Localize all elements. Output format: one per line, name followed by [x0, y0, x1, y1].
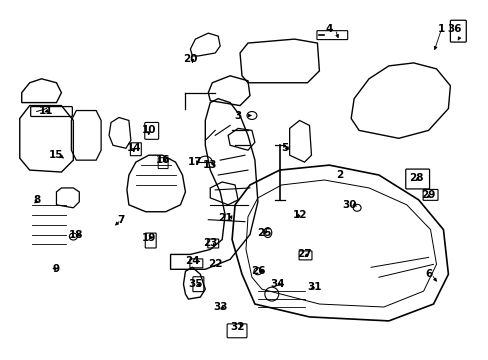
- Text: 32: 32: [230, 322, 245, 332]
- Text: 9: 9: [53, 264, 60, 274]
- Text: 16: 16: [155, 155, 169, 165]
- Text: 11: 11: [39, 105, 54, 116]
- Text: 36: 36: [446, 24, 461, 34]
- Text: 27: 27: [297, 249, 311, 260]
- Text: 29: 29: [421, 190, 435, 200]
- Text: 34: 34: [270, 279, 285, 289]
- Text: 23: 23: [203, 238, 217, 248]
- Text: 28: 28: [408, 173, 423, 183]
- Text: 7: 7: [117, 215, 124, 225]
- Text: 24: 24: [185, 256, 199, 266]
- Text: 5: 5: [281, 143, 288, 153]
- Text: 6: 6: [424, 269, 431, 279]
- Text: 33: 33: [212, 302, 227, 312]
- Text: 2: 2: [335, 170, 342, 180]
- Text: 31: 31: [306, 282, 321, 292]
- Text: 26: 26: [250, 266, 264, 276]
- Text: 14: 14: [126, 143, 141, 153]
- Text: 20: 20: [183, 54, 197, 64]
- Text: 15: 15: [49, 150, 63, 160]
- Text: 25: 25: [257, 228, 271, 238]
- Text: 22: 22: [207, 259, 222, 269]
- Text: 35: 35: [188, 279, 202, 289]
- Text: 18: 18: [69, 230, 83, 239]
- Text: 17: 17: [188, 157, 203, 167]
- Text: 3: 3: [234, 111, 241, 121]
- Text: 19: 19: [141, 233, 156, 243]
- Text: 12: 12: [292, 210, 306, 220]
- Text: 10: 10: [141, 125, 156, 135]
- Text: 21: 21: [218, 213, 232, 223]
- Text: 4: 4: [325, 24, 332, 34]
- Text: 13: 13: [203, 160, 217, 170]
- Text: 8: 8: [33, 195, 40, 205]
- Text: 30: 30: [341, 200, 356, 210]
- Text: 1: 1: [437, 24, 444, 34]
